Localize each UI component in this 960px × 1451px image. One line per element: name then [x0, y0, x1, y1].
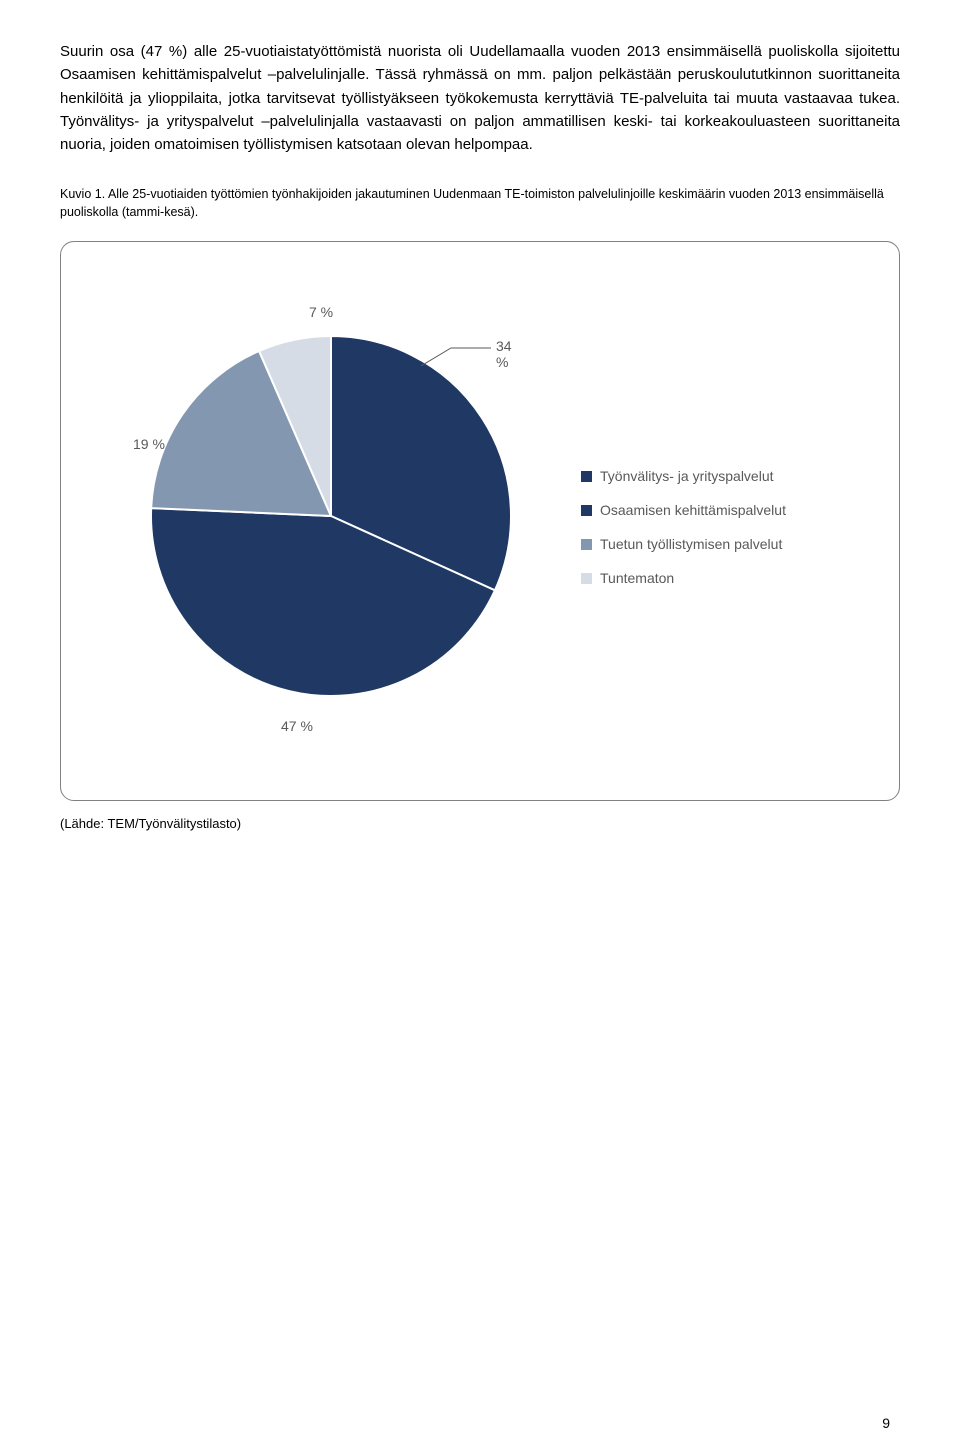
callout-line-34	[421, 344, 501, 374]
legend-label: Osaamisen kehittämispalvelut	[600, 502, 786, 518]
legend-item: Tuetun työllistymisen palvelut	[581, 536, 786, 552]
legend: Työnvälitys- ja yrityspalvelut Osaamisen…	[581, 468, 786, 604]
pie-label-7: 7 %	[309, 304, 333, 320]
pie-chart: 7 % 34 % 19 % 47 %	[141, 326, 521, 706]
legend-swatch	[581, 573, 592, 584]
legend-label: Tuntematon	[600, 570, 674, 586]
legend-item: Työnvälitys- ja yrityspalvelut	[581, 468, 786, 484]
pie-label-19: 19 %	[133, 436, 165, 452]
legend-item: Osaamisen kehittämispalvelut	[581, 502, 786, 518]
legend-swatch	[581, 539, 592, 550]
body-paragraph: Suurin osa (47 %) alle 25-vuotiaistatyöt…	[60, 40, 900, 156]
legend-swatch	[581, 471, 592, 482]
legend-label: Työnvälitys- ja yrityspalvelut	[600, 468, 774, 484]
legend-label: Tuetun työllistymisen palvelut	[600, 536, 782, 552]
pie-label-34: 34 %	[496, 338, 521, 370]
legend-swatch	[581, 505, 592, 516]
legend-item: Tuntematon	[581, 570, 786, 586]
figure-caption: Kuvio 1. Alle 25-vuotiaiden työttömien t…	[60, 186, 900, 221]
source-text: (Lähde: TEM/Työnvälitystilasto)	[60, 816, 900, 831]
pie-label-47: 47 %	[281, 718, 313, 734]
chart-frame: 7 % 34 % 19 % 47 % Työnvälitys- ja yrity…	[60, 241, 900, 801]
page-number: 9	[882, 1415, 890, 1431]
